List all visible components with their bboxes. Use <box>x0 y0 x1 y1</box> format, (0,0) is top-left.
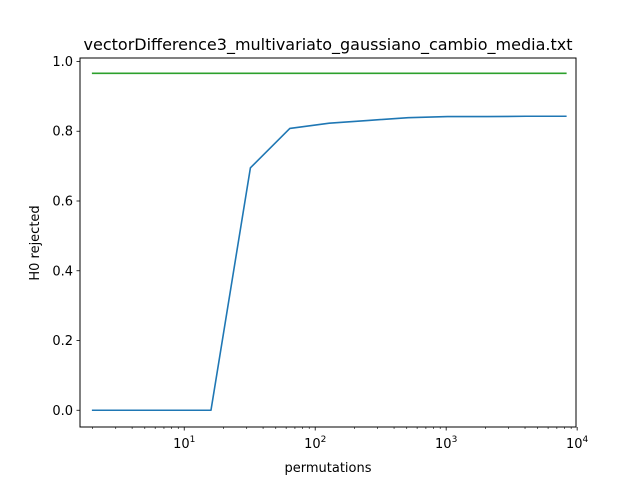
series-line-0 <box>91 115 567 412</box>
y-tick-label: 1.0 <box>52 55 73 70</box>
y-tick-label: 0.0 <box>52 404 73 419</box>
y-axis-ticks: 0.0 0.2 0.4 0.6 0.8 1.0 <box>52 55 80 419</box>
chart-title: vectorDifference3_multivariato_gaussiano… <box>84 35 573 55</box>
y-tick-label: 0.8 <box>52 125 73 140</box>
x-axis-label: permutations <box>284 461 371 476</box>
y-tick-label: 0.4 <box>52 264 73 279</box>
x-axis-ticks: 101 102 103 104 <box>92 427 589 452</box>
axes-frame <box>79 57 577 428</box>
y-axis-label: H0 rejected <box>28 205 43 280</box>
x-tick-label: 104 <box>566 435 589 452</box>
x-tick-label: 101 <box>173 435 195 452</box>
x-tick-label: 102 <box>304 435 326 452</box>
x-tick-label: 103 <box>435 435 457 452</box>
y-tick-label: 0.2 <box>52 334 73 349</box>
y-tick-label: 0.6 <box>52 194 73 209</box>
plot-area <box>79 57 577 428</box>
